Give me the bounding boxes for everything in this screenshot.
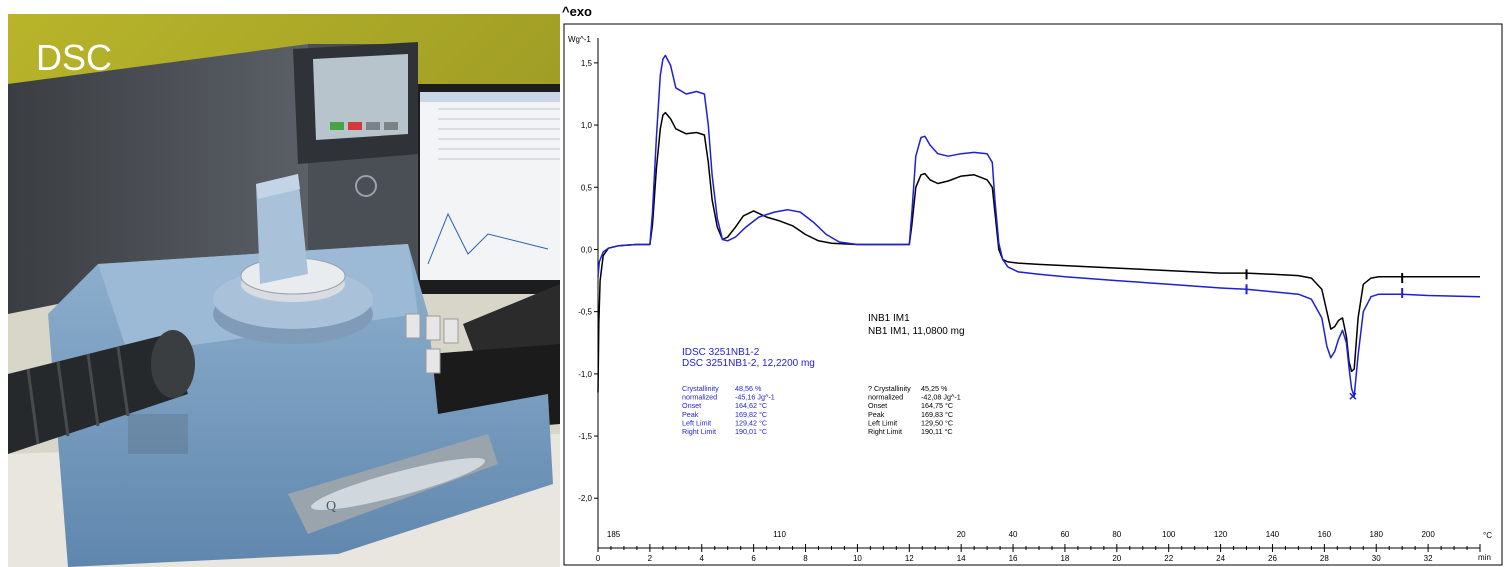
y-tick-label: -2,0 bbox=[578, 494, 592, 503]
annotation-row-value: 169,82 °C bbox=[735, 410, 767, 419]
annotation-row-value: 48,56 % bbox=[735, 384, 762, 393]
annotation-black: INB1 IM1 NB1 IM1, 11,0800 mg ? Crystalli… bbox=[868, 313, 965, 436]
chart-title: ^exo bbox=[562, 4, 592, 19]
temp-tick-label: 80 bbox=[1112, 530, 1121, 539]
annotation-row-value: 45,25 % bbox=[921, 384, 948, 393]
temp-tick-label: 120 bbox=[1214, 530, 1228, 539]
dsc-chart: ^exo Wg^-1 °C min 1,5 1,0 0,5 0,0 -0,5 -1,0 -1… bbox=[560, 0, 1504, 567]
x-tick-label: 20 bbox=[1112, 554, 1121, 563]
annotation-row-label: Left Limit bbox=[868, 418, 897, 427]
x-tick-label: 30 bbox=[1372, 554, 1381, 563]
temp-tick-label: 60 bbox=[1060, 530, 1069, 539]
annotation-row-label: Right Limit bbox=[868, 427, 902, 436]
x-tick-label: 0 bbox=[596, 554, 601, 563]
plot-frame bbox=[563, 23, 1503, 566]
x-tick-label: 10 bbox=[853, 554, 862, 563]
x-tick-label: 14 bbox=[957, 554, 966, 563]
annotation-row-label: normalized bbox=[682, 393, 717, 402]
x-tick-label: 22 bbox=[1164, 554, 1173, 563]
y-tick-label: -1,0 bbox=[578, 370, 592, 379]
y-tick-label: -1,5 bbox=[578, 432, 592, 441]
annotation-row-label: Left Limit bbox=[682, 418, 711, 427]
y-tick-label: 1,0 bbox=[581, 121, 593, 130]
x-tick-label: 8 bbox=[803, 554, 808, 563]
annotation-row-label: Right Limit bbox=[682, 427, 716, 436]
x-tick-label: 18 bbox=[1060, 554, 1069, 563]
annotation-row-label: Onset bbox=[868, 401, 887, 410]
annotation-row-label: Onset bbox=[682, 401, 701, 410]
annotation-row-value: 164,75 °C bbox=[921, 401, 953, 410]
x-tick-label: 28 bbox=[1320, 554, 1329, 563]
x-tick-label: 12 bbox=[905, 554, 914, 563]
annotation-row-value: 164,62 °C bbox=[735, 401, 767, 410]
instrument-badge: Q bbox=[326, 499, 336, 514]
annotation-row-label: ? Crystallinity bbox=[868, 384, 911, 393]
x-tick-label: 2 bbox=[648, 554, 653, 563]
annotation-row-label: Peak bbox=[682, 410, 699, 419]
series-line-black bbox=[597, 111, 1480, 393]
temp-tick-label: 100 bbox=[1162, 530, 1176, 539]
annotation-black-title: INB1 IM1 bbox=[868, 313, 910, 324]
temp-tick-label: 20 bbox=[957, 530, 966, 539]
x-tick-label: 24 bbox=[1216, 554, 1225, 563]
series-line-blue bbox=[597, 54, 1481, 397]
annotation-row-label: Crystallinity bbox=[682, 384, 719, 393]
temp-tick-label: 185 bbox=[607, 530, 621, 539]
annotation-row-value: 190,01 °C bbox=[735, 427, 767, 436]
temp-tick-label: 40 bbox=[1009, 530, 1018, 539]
x-tick-label: 26 bbox=[1268, 554, 1277, 563]
temp-tick-label: 140 bbox=[1266, 530, 1280, 539]
x-tick-label: 32 bbox=[1424, 554, 1433, 563]
temp-tick-label: 180 bbox=[1370, 530, 1384, 539]
x-tick-label: 6 bbox=[751, 554, 756, 563]
annotation-row-value: -42,08 Jg^-1 bbox=[921, 393, 961, 402]
annotation-blue: IDSC 3251NB1-2 DSC 3251NB1-2, 12,2200 mg… bbox=[682, 347, 815, 436]
annotation-row-value: 190,11 °C bbox=[921, 427, 953, 436]
annotation-black-subtitle: NB1 IM1, 11,0800 mg bbox=[868, 326, 965, 337]
x-tick-label: 4 bbox=[700, 554, 705, 563]
annotation-row-label: normalized bbox=[868, 393, 903, 402]
annotation-blue-subtitle: DSC 3251NB1-2, 12,2200 mg bbox=[682, 358, 815, 369]
x-tick-label: 16 bbox=[1009, 554, 1018, 563]
temp-unit-label: °C bbox=[1483, 531, 1492, 540]
temp-tick-label: 160 bbox=[1318, 530, 1332, 539]
dsc-instrument-photo: DSC Q bbox=[8, 14, 560, 567]
temp-tick-label: 110 bbox=[773, 530, 786, 539]
x-axis-label: min bbox=[1478, 553, 1491, 562]
y-tick-label: 0,0 bbox=[581, 245, 593, 254]
temp-tick-label: 200 bbox=[1421, 530, 1435, 539]
annotation-row-label: Peak bbox=[868, 410, 885, 419]
annotation-row-value: 129,42 °C bbox=[735, 418, 767, 427]
annotation-row-value: -45,16 Jg^-1 bbox=[735, 393, 775, 402]
y-axis-label: Wg^-1 bbox=[568, 35, 591, 44]
photo-label: DSC bbox=[36, 37, 112, 78]
annotation-blue-title: IDSC 3251NB1-2 bbox=[682, 347, 760, 358]
peak-marker bbox=[1349, 392, 1357, 400]
y-tick-label: 0,5 bbox=[581, 183, 593, 192]
annotation-row-value: 129,50 °C bbox=[921, 418, 953, 427]
y-tick-label: 1,5 bbox=[581, 59, 593, 68]
y-tick-label: -0,5 bbox=[578, 308, 592, 317]
annotation-row-value: 169,83 °C bbox=[921, 410, 953, 419]
